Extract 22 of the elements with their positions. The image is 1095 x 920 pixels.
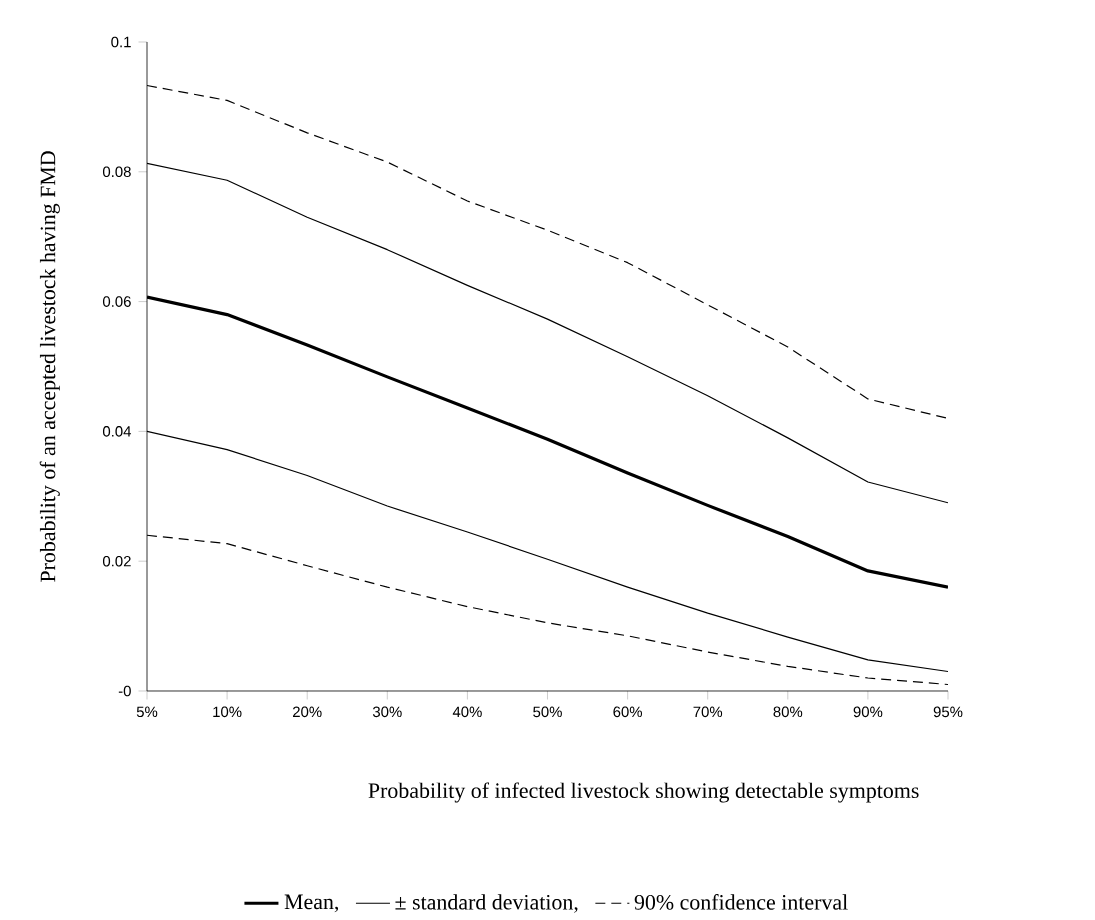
x-tick-label: 10%	[213, 706, 242, 717]
x-tick-label: 5%	[136, 706, 158, 717]
legend-label: Mean,	[284, 894, 339, 913]
y-tick-label: 0.06	[102, 296, 131, 307]
y-tick-label: 0.1	[111, 36, 131, 48]
x-tick-label: 30%	[372, 706, 402, 717]
y-tick-label: 0.02	[102, 555, 131, 567]
legend-label: ± standard deviation,	[395, 893, 578, 913]
x-tick-label: 50%	[533, 706, 562, 717]
legend-label: 90% confidence interval	[634, 893, 848, 910]
x-tick-label: 95%	[933, 706, 963, 717]
x-tick-label: 40%	[452, 706, 482, 717]
x-tick-label: 90%	[853, 706, 883, 717]
y-tick-label: -0	[118, 685, 131, 697]
y-tick-label: 0.08	[102, 166, 131, 177]
y-tick-label: 0.04	[102, 425, 132, 437]
y-axis-title: Probability of an accepted livestock having FMD	[39, 151, 60, 582]
x-tick-label: 60%	[613, 706, 643, 717]
x-tick-label: 80%	[773, 706, 803, 717]
x-tick-label: 20%	[293, 706, 322, 717]
x-tick-label: 70%	[693, 706, 723, 717]
x-axis-title: Probability of infected livestock showing detectable symptoms	[368, 782, 919, 803]
